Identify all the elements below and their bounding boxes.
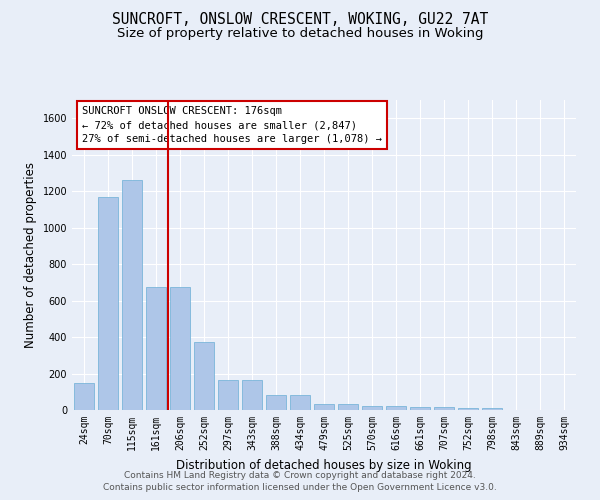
Text: Size of property relative to detached houses in Woking: Size of property relative to detached ho…	[117, 28, 483, 40]
Bar	[146, 287, 166, 410]
Bar	[74, 383, 94, 410]
Text: SUNCROFT ONSLOW CRESCENT: 176sqm
← 72% of detached houses are smaller (2,847)
27: SUNCROFT ONSLOW CRESCENT: 176sqm ← 72% o…	[82, 106, 382, 144]
Bar	[266, 396, 286, 410]
Bar	[410, 408, 430, 410]
Text: Contains HM Land Registry data © Crown copyright and database right 2024.
Contai: Contains HM Land Registry data © Crown c…	[103, 471, 497, 492]
Y-axis label: Number of detached properties: Number of detached properties	[24, 162, 37, 348]
Bar	[218, 380, 238, 410]
Bar	[242, 380, 262, 410]
Bar	[362, 406, 382, 410]
Bar	[386, 406, 406, 410]
Bar	[170, 287, 190, 410]
Bar	[122, 180, 142, 410]
Text: Distribution of detached houses by size in Woking: Distribution of detached houses by size …	[176, 460, 472, 472]
Bar	[482, 408, 502, 410]
Bar	[290, 396, 310, 410]
Bar	[314, 404, 334, 410]
Bar	[338, 404, 358, 410]
Bar	[434, 408, 454, 410]
Bar	[98, 196, 118, 410]
Bar	[194, 342, 214, 410]
Bar	[458, 408, 478, 410]
Text: SUNCROFT, ONSLOW CRESCENT, WOKING, GU22 7AT: SUNCROFT, ONSLOW CRESCENT, WOKING, GU22 …	[112, 12, 488, 28]
